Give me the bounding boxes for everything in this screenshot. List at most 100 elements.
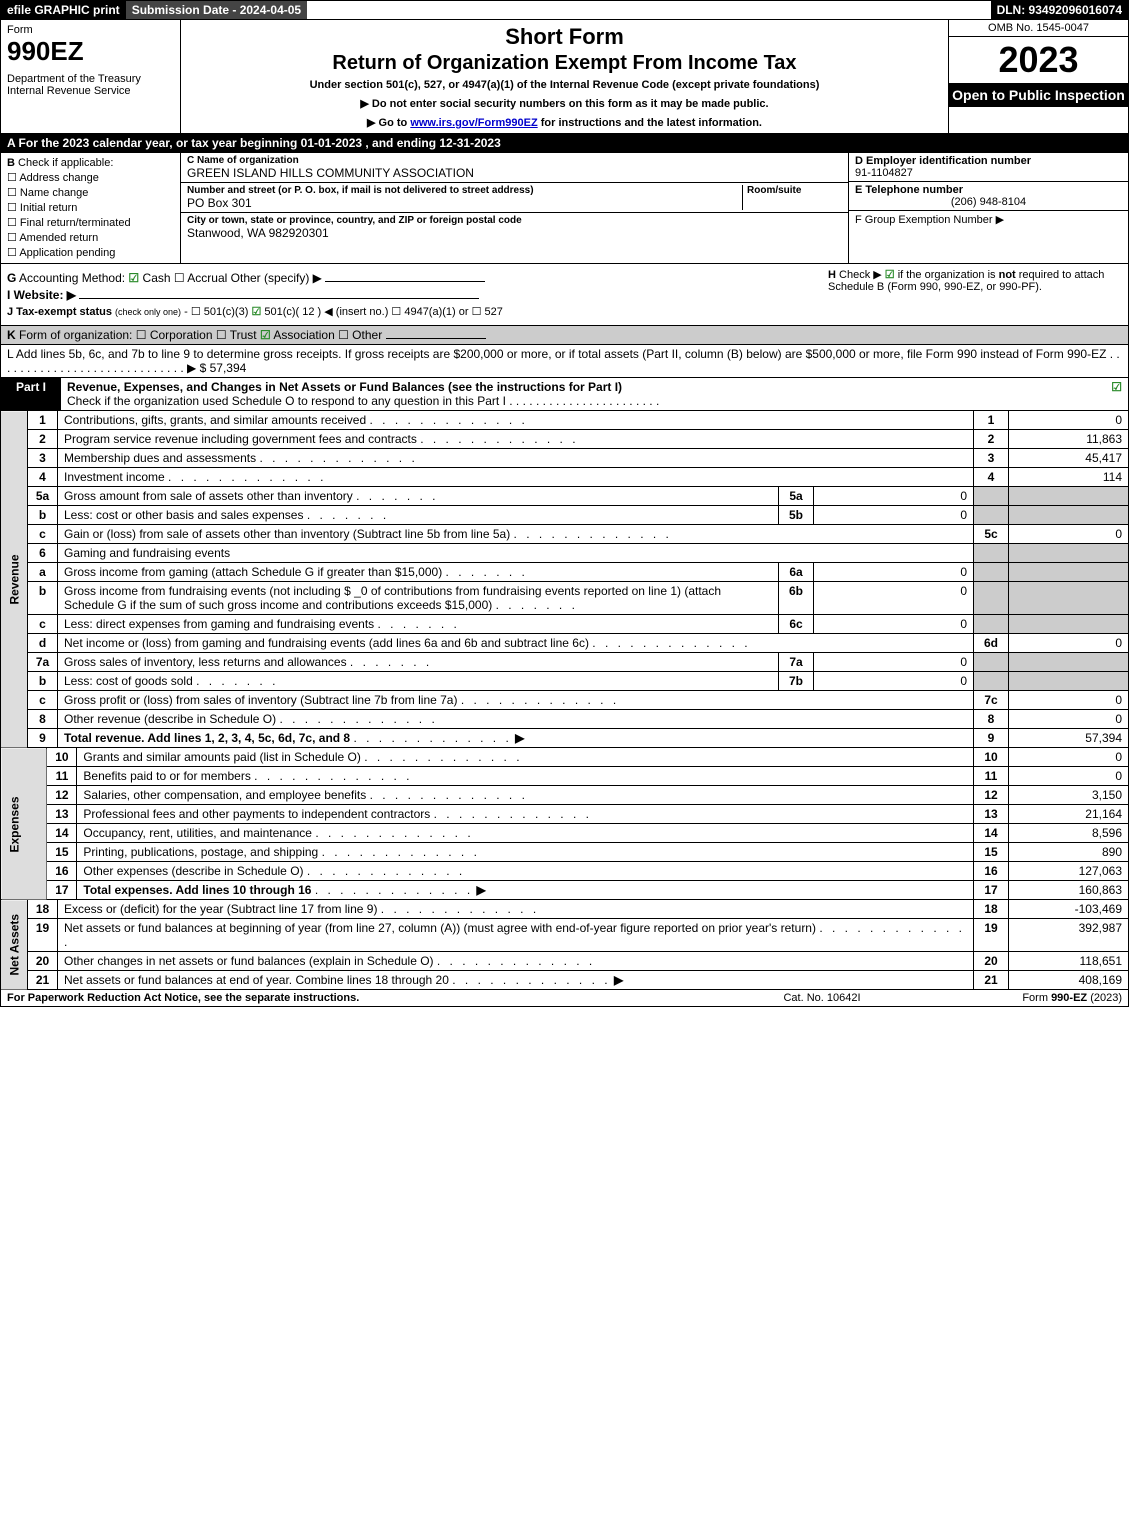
omb-number: OMB No. 1545-0047 — [949, 20, 1128, 37]
table-row: bLess: cost of goods sold . . . . . . .7… — [1, 672, 1129, 691]
line-code: 15 — [974, 843, 1009, 862]
sub-val: 0 — [814, 672, 974, 691]
code-gray — [974, 506, 1009, 525]
line-val: -103,469 — [1009, 900, 1129, 919]
chk-pending[interactable]: ☐ Application pending — [7, 246, 174, 259]
expenses-table: Expenses10Grants and similar amounts pai… — [0, 748, 1129, 900]
irs-link[interactable]: www.irs.gov/Form990EZ — [410, 117, 537, 129]
line-num: c — [28, 691, 58, 710]
line-num: b — [28, 672, 58, 691]
street-lbl: Number and street (or P. O. box, if mail… — [187, 185, 742, 196]
line-val: 408,169 — [1009, 971, 1129, 990]
street: PO Box 301 — [187, 196, 742, 210]
chk-address[interactable]: ☐ Address change — [7, 171, 174, 184]
footer-mid: Cat. No. 10642I — [722, 992, 922, 1004]
line-code: 9 — [974, 729, 1009, 748]
footer-left: For Paperwork Reduction Act Notice, see … — [7, 992, 722, 1004]
line-num: 14 — [47, 824, 77, 843]
b-hd: B — [7, 157, 15, 169]
table-row: 20Other changes in net assets or fund ba… — [1, 952, 1129, 971]
table-row: 12Salaries, other compensation, and empl… — [1, 786, 1129, 805]
val-gray — [1009, 615, 1129, 634]
line-desc: Other changes in net assets or fund bala… — [58, 952, 974, 971]
sub-code: 7a — [779, 653, 814, 672]
line-num: 12 — [47, 786, 77, 805]
line-num: 8 — [28, 710, 58, 729]
line-num: 20 — [28, 952, 58, 971]
chk-amended[interactable]: ☐ Amended return — [7, 231, 174, 244]
under-section: Under section 501(c), 527, or 4947(a)(1)… — [187, 79, 942, 91]
city-row: City or town, state or province, country… — [181, 213, 848, 242]
code-gray — [974, 653, 1009, 672]
part-i-label: Part I — [1, 378, 61, 410]
table-row: Expenses10Grants and similar amounts pai… — [1, 748, 1129, 767]
sub-val: 0 — [814, 653, 974, 672]
line-val: 0 — [1009, 710, 1129, 729]
val-gray — [1009, 506, 1129, 525]
col-b: B Check if applicable: ☐ Address change … — [1, 153, 181, 263]
b-label: Check if applicable: — [18, 157, 113, 169]
line-num: 17 — [47, 881, 77, 900]
chk-final[interactable]: ☐ Final return/terminated — [7, 216, 174, 229]
submission-date: Submission Date - 2024-04-05 — [126, 1, 307, 19]
efile-label: efile GRAPHIC print — [1, 1, 126, 19]
side-label: Revenue — [1, 411, 28, 748]
val-gray — [1009, 582, 1129, 615]
line-desc: Net income or (loss) from gaming and fun… — [58, 634, 974, 653]
chk-name[interactable]: ☐ Name change — [7, 186, 174, 199]
line-num: 4 — [28, 468, 58, 487]
col-c: C Name of organization GREEN ISLAND HILL… — [181, 153, 848, 263]
org-name-row: C Name of organization GREEN ISLAND HILL… — [181, 153, 848, 183]
table-row: 4Investment income . . . . . . . . . . .… — [1, 468, 1129, 487]
table-row: 19Net assets or fund balances at beginni… — [1, 919, 1129, 952]
instr-2: ▶ Go to www.irs.gov/Form990EZ for instru… — [187, 116, 942, 129]
line-desc: Salaries, other compensation, and employ… — [77, 786, 974, 805]
f-row: F Group Exemption Number ▶ — [849, 211, 1128, 263]
line-desc: Printing, publications, postage, and shi… — [77, 843, 974, 862]
chk-initial[interactable]: ☐ Initial return — [7, 201, 174, 214]
ein: 91-1104827 — [855, 167, 1122, 179]
line-code: 10 — [974, 748, 1009, 767]
sub-code: 5b — [779, 506, 814, 525]
line-val: 0 — [1009, 411, 1129, 430]
short-form-title: Short Form — [187, 24, 942, 50]
row-bc: B Check if applicable: ☐ Address change … — [0, 153, 1129, 264]
revenue-table: Revenue1Contributions, gifts, grants, an… — [0, 411, 1129, 748]
val-gray — [1009, 544, 1129, 563]
row-ghi: G Accounting Method: ☑ Cash ☐ Accrual Ot… — [0, 264, 1129, 326]
line-val: 160,863 — [1009, 881, 1129, 900]
header-mid: Short Form Return of Organization Exempt… — [181, 20, 948, 133]
line-code: 19 — [974, 919, 1009, 952]
table-row: cLess: direct expenses from gaming and f… — [1, 615, 1129, 634]
table-row: 8Other revenue (describe in Schedule O) … — [1, 710, 1129, 729]
line-val: 392,987 — [1009, 919, 1129, 952]
line-val: 8,596 — [1009, 824, 1129, 843]
table-row: Revenue1Contributions, gifts, grants, an… — [1, 411, 1129, 430]
table-row: cGain or (loss) from sale of assets othe… — [1, 525, 1129, 544]
line-num: d — [28, 634, 58, 653]
line-num: b — [28, 582, 58, 615]
line-val: 118,651 — [1009, 952, 1129, 971]
part-i-check[interactable]: ☑ — [1105, 378, 1128, 410]
table-row: 16Other expenses (describe in Schedule O… — [1, 862, 1129, 881]
side-label: Net Assets — [1, 900, 28, 990]
code-gray — [974, 487, 1009, 506]
line-desc: Other expenses (describe in Schedule O) … — [77, 862, 974, 881]
sub-code: 6b — [779, 582, 814, 615]
sub-code: 6a — [779, 563, 814, 582]
topbar: efile GRAPHIC print Submission Date - 20… — [0, 0, 1129, 20]
line-code: 1 — [974, 411, 1009, 430]
val-gray — [1009, 487, 1129, 506]
f-lbl: F Group Exemption Number ▶ — [855, 213, 1122, 226]
line-desc: Less: direct expenses from gaming and fu… — [58, 615, 779, 634]
line-desc: Excess or (deficit) for the year (Subtra… — [58, 900, 974, 919]
room-lbl: Room/suite — [747, 185, 842, 196]
form-label: Form — [7, 24, 174, 36]
table-row: 14Occupancy, rent, utilities, and mainte… — [1, 824, 1129, 843]
val-gray — [1009, 563, 1129, 582]
return-title: Return of Organization Exempt From Incom… — [187, 52, 942, 75]
line-num: 7a — [28, 653, 58, 672]
line-val: 21,164 — [1009, 805, 1129, 824]
line-num: c — [28, 525, 58, 544]
footer: For Paperwork Reduction Act Notice, see … — [0, 990, 1129, 1007]
